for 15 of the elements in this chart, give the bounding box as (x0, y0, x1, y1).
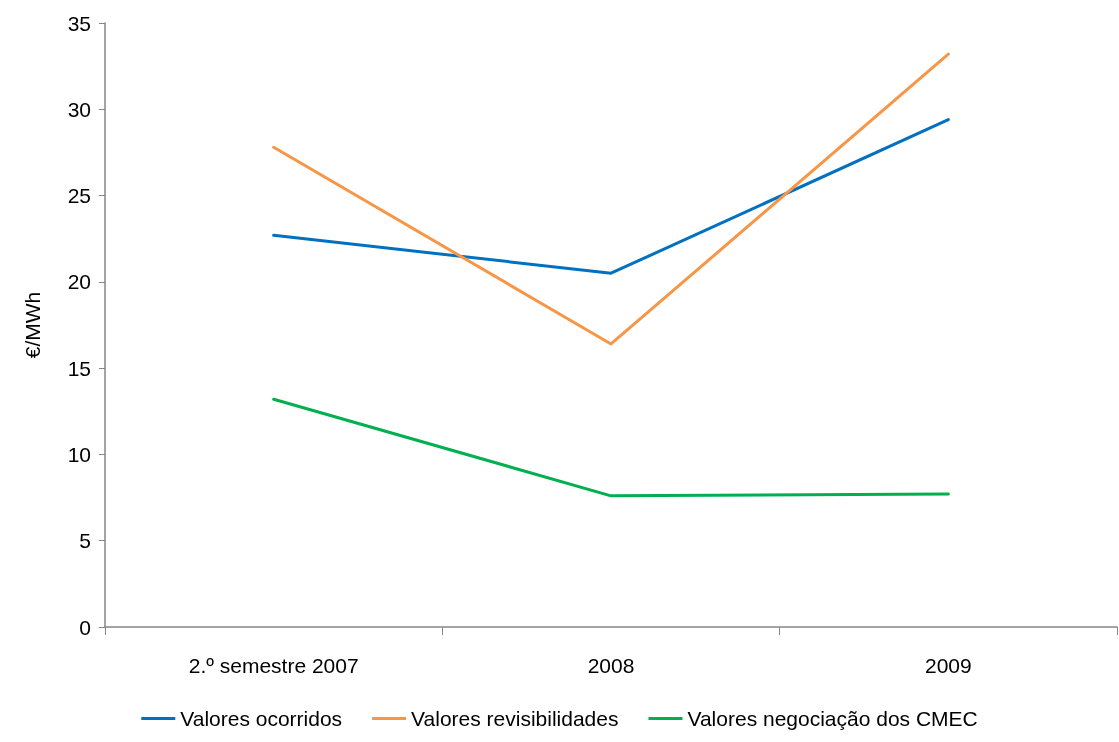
y-tick-label: 10 (67, 442, 91, 466)
legend-label: Valores ocorridos (180, 707, 343, 730)
legend-label: Valores revisibilidades (411, 707, 619, 730)
x-tick-label: 2.º semestre 2007 (188, 654, 359, 677)
y-tick-label: 25 (67, 184, 91, 208)
x-tick-label: 2009 (924, 654, 972, 677)
y-tick-label: 30 (67, 97, 91, 121)
y-axis-title: €/MWh (21, 291, 44, 359)
y-tick-label: 15 (67, 356, 91, 380)
y-tick-label: 20 (67, 270, 91, 294)
x-tick-label: 2008 (587, 654, 635, 677)
y-tick-label: 35 (67, 11, 91, 35)
y-tick-label: 5 (79, 529, 91, 553)
y-tick-label: 0 (79, 615, 91, 639)
legend-label: Valores negociação dos CMEC (687, 707, 978, 730)
